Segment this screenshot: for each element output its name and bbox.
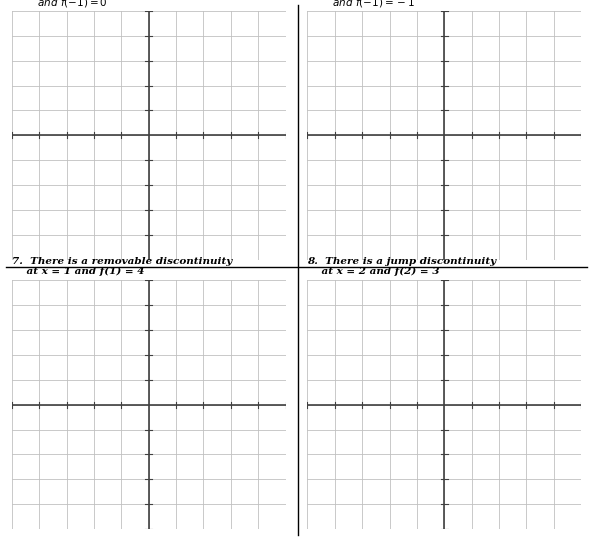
- Text: 6.  $\lim_{x\to -1^-}\!f(x)=+\infty,$  $\lim_{x\to -1^+}\!f(x)=0$
       $\mathi: 6. $\lim_{x\to -1^-}\!f(x)=+\infty,$ $\l…: [307, 0, 479, 9]
- Text: 5.  $\lim_{x\to -1^-}\!f(x)=+\infty,$  $\lim_{x\to -1^+}\!f(x)=0$
       $\mathi: 5. $\lim_{x\to -1^-}\!f(x)=+\infty,$ $\l…: [12, 0, 183, 9]
- Text: 7.  There is a removable discontinuity
    at x = 1 and f(1) = 4: 7. There is a removable discontinuity at…: [12, 257, 232, 276]
- Text: 8.  There is a jump discontinuity
    at x = 2 and f(2) = 3: 8. There is a jump discontinuity at x = …: [307, 257, 496, 276]
